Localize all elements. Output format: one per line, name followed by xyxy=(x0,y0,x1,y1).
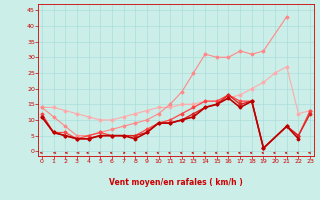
X-axis label: Vent moyen/en rafales ( km/h ): Vent moyen/en rafales ( km/h ) xyxy=(109,178,243,187)
